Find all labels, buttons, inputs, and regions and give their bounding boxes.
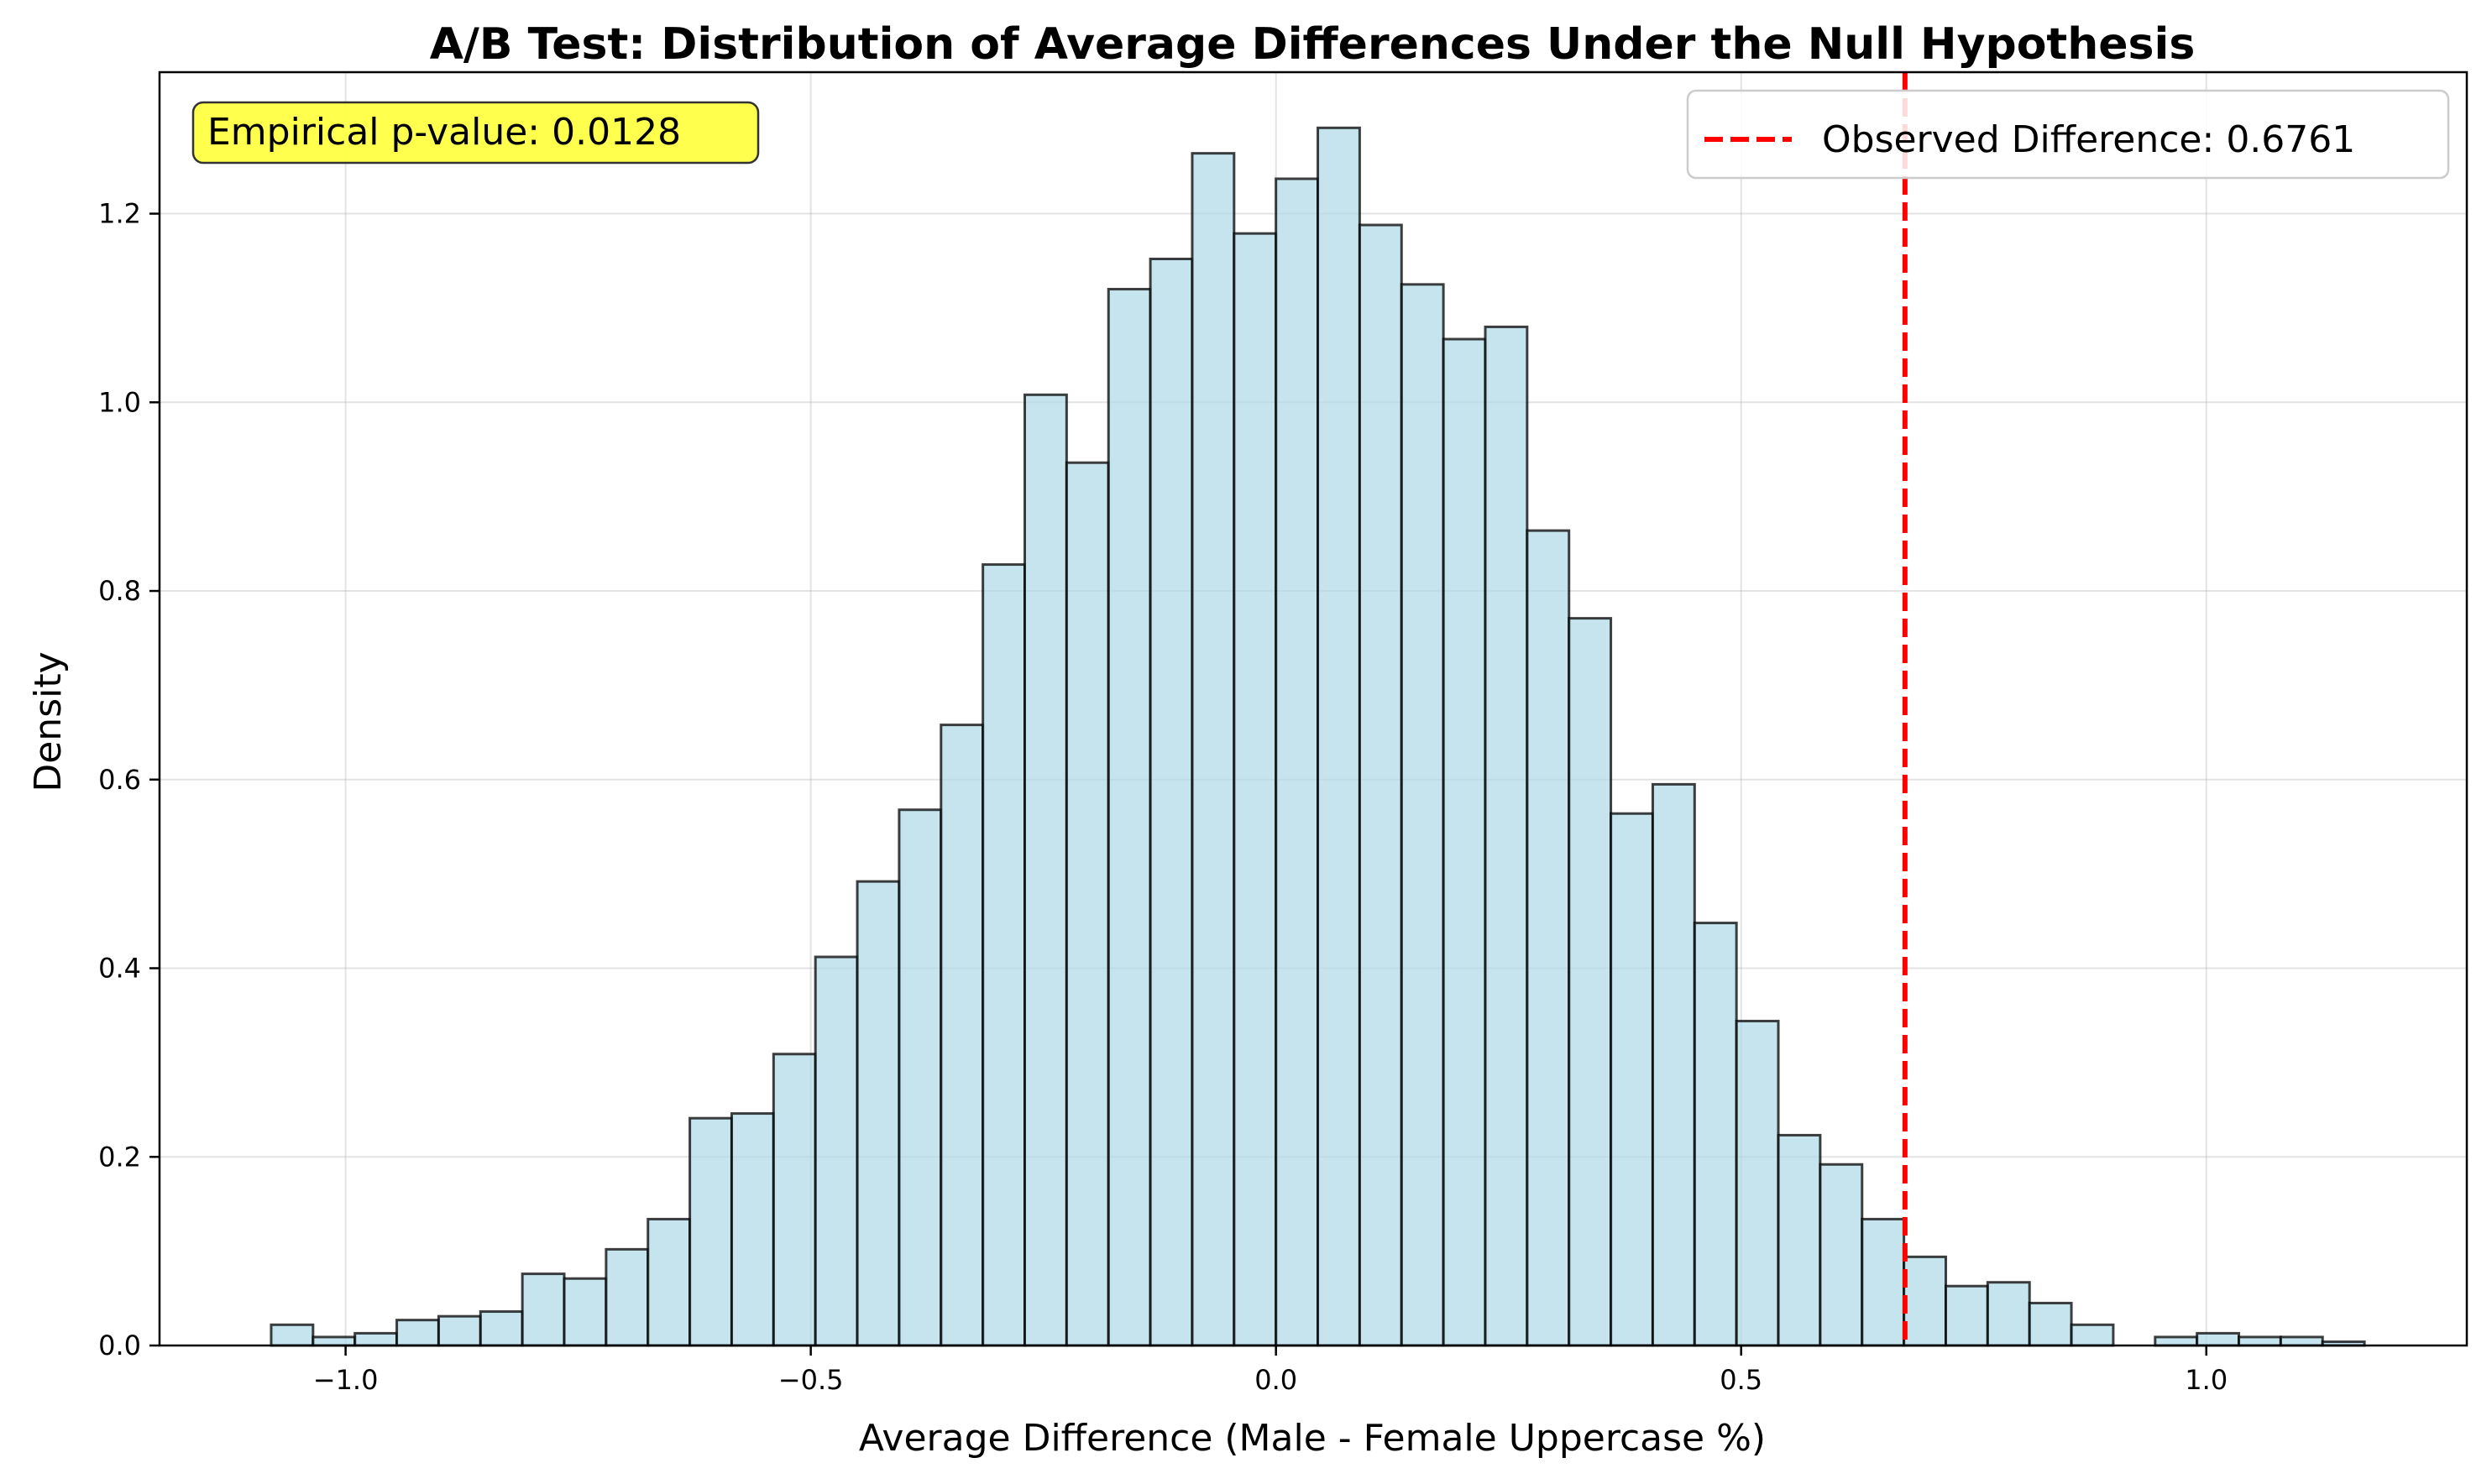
histogram-bar [1944, 1284, 1989, 1347]
y-axis-label: Density [27, 651, 70, 792]
x-tick-label: 0.0 [1254, 1364, 1297, 1396]
histogram-bar [605, 1247, 650, 1347]
histogram-bar [688, 1116, 733, 1347]
histogram-bar [312, 1335, 357, 1347]
histogram-bar [2196, 1331, 2241, 1347]
histogram-bar [395, 1319, 440, 1347]
histogram-bar [437, 1314, 482, 1347]
histogram-bar [1693, 922, 1738, 1347]
histogram-bar [1610, 812, 1654, 1347]
histogram-bar [1149, 257, 1194, 1347]
histogram-bar [1107, 287, 1152, 1347]
histogram-bar [1275, 177, 1320, 1347]
y-tick-label: 0.8 [98, 575, 141, 607]
histogram-bar [1358, 223, 1403, 1347]
pvalue-annotation-box [191, 101, 760, 165]
x-tick-label: −0.5 [778, 1364, 844, 1396]
histogram-bar [479, 1310, 524, 1347]
histogram-bar [2070, 1323, 2115, 1347]
histogram-bar [1317, 126, 1361, 1347]
histogram-bar [1233, 232, 1278, 1347]
y-tick-label: 1.0 [98, 386, 141, 418]
legend-box [1686, 89, 2450, 180]
histogram-bar [1568, 617, 1613, 1347]
histogram-bar [270, 1323, 315, 1347]
y-ticks: 0.0 0.2 0.4 0.6 0.8 1.0 1.2 [98, 198, 160, 1361]
histogram-bar [730, 1112, 775, 1347]
plot-frame [158, 71, 2468, 1347]
x-axis-label: Average Difference (Male - Female Upperc… [859, 1417, 1766, 1460]
histogram-bar [1191, 152, 1236, 1347]
y-tick-label: 0.6 [98, 764, 141, 796]
histogram-bar [2238, 1335, 2282, 1347]
histogram-bar [2154, 1335, 2199, 1347]
x-tick-label: 1.0 [2185, 1364, 2228, 1396]
histogram-bar [647, 1217, 692, 1347]
pvalue-annotation: Empirical p-value: 0.0128 [191, 101, 760, 165]
x-ticks: −1.0 −0.5 0.0 0.5 1.0 [313, 1346, 2228, 1396]
histogram-bar [1861, 1217, 1906, 1347]
y-tick-label: 0.0 [98, 1330, 141, 1361]
histogram-bar [2028, 1301, 2073, 1347]
axes [158, 71, 2468, 1347]
histogram-bar [1651, 782, 1696, 1347]
y-tick-label: 0.2 [98, 1141, 141, 1173]
histogram-bar [1024, 393, 1068, 1347]
histogram-bar [1903, 1255, 1947, 1347]
histogram-bar [521, 1272, 566, 1347]
histogram-bar [1400, 283, 1445, 1347]
histogram-bar [940, 724, 985, 1347]
histogram-bar [1484, 325, 1529, 1347]
histogram-bar [1986, 1281, 2031, 1347]
histogram-bar [772, 1053, 817, 1347]
histogram-bar [856, 880, 901, 1347]
histogram-bar [1819, 1163, 1864, 1347]
histogram-bar [1442, 337, 1487, 1347]
histogram-bar [1735, 1019, 1780, 1347]
histogram-bar [1065, 461, 1110, 1347]
histogram-bar [2279, 1335, 2324, 1347]
histogram-bar [1526, 529, 1571, 1347]
histogram-bar [353, 1331, 399, 1347]
y-tick-label: 0.4 [98, 953, 141, 985]
legend: Observed Difference: 0.6761 [1686, 89, 2450, 180]
pvalue-annotation-text: Empirical p-value: 0.0128 [207, 111, 681, 154]
histogram-bar [563, 1277, 608, 1347]
y-tick-label: 1.2 [98, 198, 141, 230]
histogram-bar [898, 808, 943, 1347]
histogram-bar [1777, 1133, 1822, 1347]
histogram-bar [814, 955, 859, 1347]
legend-label: Observed Difference: 0.6761 [1822, 118, 2355, 161]
histogram-bar [982, 563, 1026, 1347]
x-tick-label: 0.5 [1720, 1364, 1762, 1396]
x-tick-label: −1.0 [313, 1364, 379, 1396]
chart-title: A/B Test: Distribution of Average Differ… [430, 19, 2196, 70]
